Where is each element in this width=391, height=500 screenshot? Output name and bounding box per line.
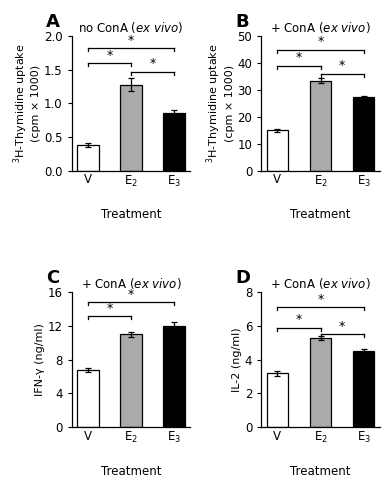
Title: + ConA ($\it{ex}$ $\it{vivo}$): + ConA ($\it{ex}$ $\it{vivo}$): [270, 20, 371, 35]
Title: + ConA ($\it{ex}$ $\it{vivo}$): + ConA ($\it{ex}$ $\it{vivo}$): [270, 276, 371, 291]
Bar: [120, 334, 142, 427]
Y-axis label: IL-2 (ng/ml): IL-2 (ng/ml): [232, 328, 242, 392]
Bar: [163, 114, 185, 170]
Text: *: *: [106, 302, 113, 314]
Text: *: *: [128, 288, 134, 301]
Title: no ConA ($\it{ex}$ $\it{vivo}$): no ConA ($\it{ex}$ $\it{vivo}$): [78, 20, 184, 35]
Bar: [77, 370, 99, 427]
Bar: [267, 130, 288, 170]
Bar: [267, 373, 288, 427]
Bar: [353, 351, 375, 427]
Text: *: *: [339, 60, 345, 72]
Bar: [120, 84, 142, 170]
Text: *: *: [296, 314, 302, 326]
Text: *: *: [106, 48, 113, 62]
Text: *: *: [317, 35, 324, 48]
Bar: [77, 145, 99, 171]
Text: B: B: [235, 12, 249, 30]
Text: *: *: [128, 34, 134, 47]
Text: Treatment: Treatment: [101, 208, 161, 222]
Bar: [310, 80, 331, 170]
Y-axis label: IFN-γ (ng/ml): IFN-γ (ng/ml): [35, 323, 45, 396]
Y-axis label: $^3$H-Thymidine uptake
(cpm × 1000): $^3$H-Thymidine uptake (cpm × 1000): [204, 44, 235, 163]
Text: C: C: [46, 269, 59, 287]
Y-axis label: $^3$H-Thymidine uptake
(cpm × 1000): $^3$H-Thymidine uptake (cpm × 1000): [11, 44, 41, 163]
Text: Treatment: Treatment: [101, 464, 161, 477]
Text: Treatment: Treatment: [290, 208, 351, 222]
Text: *: *: [339, 320, 345, 333]
Text: *: *: [149, 58, 156, 70]
Title: + ConA ($\it{ex}$ $\it{vivo}$): + ConA ($\it{ex}$ $\it{vivo}$): [81, 276, 181, 291]
Text: D: D: [235, 269, 250, 287]
Text: A: A: [46, 12, 59, 30]
Text: Treatment: Treatment: [290, 464, 351, 477]
Bar: [310, 338, 331, 427]
Text: *: *: [296, 52, 302, 64]
Bar: [353, 96, 375, 170]
Text: *: *: [317, 293, 324, 306]
Bar: [163, 326, 185, 427]
